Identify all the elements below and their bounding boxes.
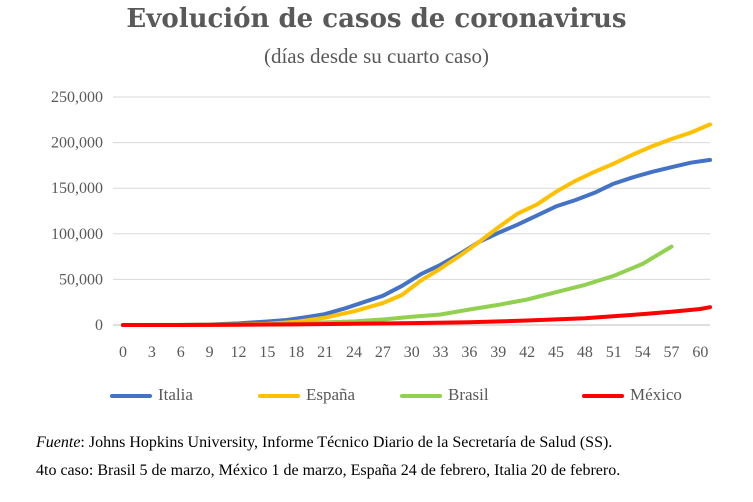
x-tick-label: 9 — [206, 344, 214, 361]
x-tick-label: 21 — [317, 344, 333, 361]
source-note: Fuente: Johns Hopkins University, Inform… — [36, 434, 612, 452]
x-tick-label: 3 — [148, 344, 156, 361]
y-tick-label: 250,000 — [51, 89, 103, 106]
x-tick-label: 57 — [664, 344, 680, 361]
legend-label: España — [306, 385, 356, 404]
x-tick-label: 45 — [548, 344, 564, 361]
legend-label: México — [630, 385, 682, 404]
fourth-case-note: 4to caso: Brasil 5 de marzo, México 1 de… — [36, 462, 621, 479]
series-line-italia — [121, 157, 712, 327]
chart-subtitle: (días desde su cuarto caso) — [263, 44, 490, 68]
x-tick-label: 42 — [519, 344, 535, 361]
series-line-brasil — [121, 244, 674, 327]
x-tick-label: 39 — [490, 344, 506, 361]
legend-label: Italia — [158, 385, 193, 404]
legend-swatch — [582, 394, 624, 398]
x-tick-label: 36 — [461, 344, 477, 361]
x-tick-label: 24 — [346, 344, 362, 361]
x-tick-label: 51 — [606, 344, 622, 361]
y-tick-label: 100,000 — [51, 226, 103, 243]
y-tick-labels: 0 50,000 100,000 150,000 200,000 250,000 — [51, 89, 103, 334]
x-tick-label: 12 — [230, 344, 246, 361]
x-tick-labels: 0 3 6 9 12 15 18 21 24 27 30 33 36 39 42 45 48 51 54 57 60 — [119, 344, 708, 361]
y-tick-label: 50,000 — [59, 271, 103, 288]
y-tick-label: 150,000 — [51, 180, 103, 197]
x-tick-label: 15 — [259, 344, 275, 361]
x-tick-label: 6 — [177, 344, 185, 361]
legend: Italia España Brasil México — [0, 384, 753, 408]
series-line-mexico — [121, 305, 712, 327]
source-label: Fuente — [36, 434, 81, 451]
x-tick-label: 48 — [577, 344, 593, 361]
x-tick-label: 30 — [404, 344, 420, 361]
legend-swatch — [258, 394, 300, 398]
series-lines — [121, 122, 712, 327]
source-text: : Johns Hopkins University, Informe Técn… — [80, 434, 613, 451]
legend-swatch — [110, 394, 152, 398]
x-tick-label: 60 — [692, 344, 708, 361]
y-tick-label: 0 — [95, 317, 103, 334]
y-tick-label: 200,000 — [51, 135, 103, 152]
x-tick-label: 0 — [119, 344, 127, 361]
x-tick-label: 18 — [288, 344, 304, 361]
x-tick-label: 33 — [433, 344, 449, 361]
gridlines — [113, 96, 710, 326]
x-tick-label: 54 — [635, 344, 651, 361]
series-line-espana — [121, 122, 712, 327]
x-tick-label: 27 — [375, 344, 391, 361]
legend-label: Brasil — [448, 385, 489, 404]
chart-title: Evolución de casos de coronavirus — [126, 4, 627, 34]
legend-swatch — [400, 394, 442, 398]
